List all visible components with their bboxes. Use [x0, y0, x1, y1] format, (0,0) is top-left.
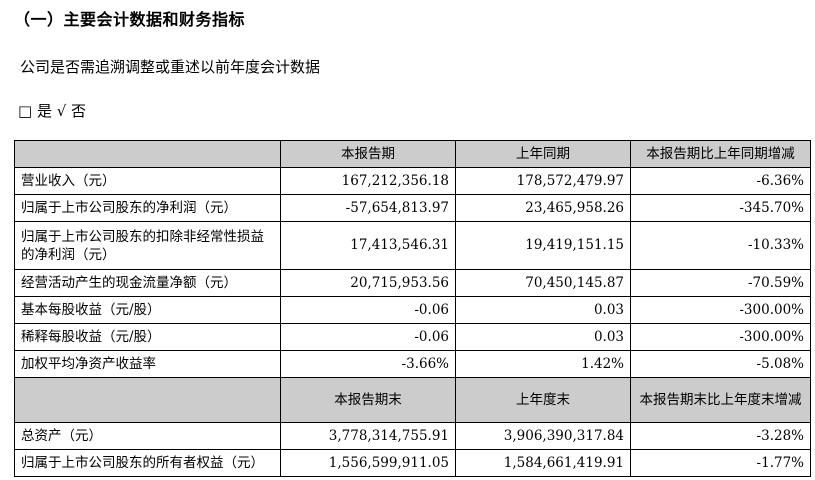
prior-year-end-value: 3,906,390,317.84 — [455, 422, 631, 450]
restate-question: 公司是否需追溯调整或重述以前年度会计数据 — [20, 58, 321, 76]
header-cell: 本报告期比上年同期增减 — [630, 140, 811, 168]
header-cell: 本报告期末 — [280, 377, 456, 423]
prior-period-value: 1.42% — [455, 350, 631, 378]
current-period-value: -0.06 — [280, 323, 456, 351]
current-period-value: -0.06 — [280, 296, 456, 324]
change-value: -3.28% — [630, 422, 811, 450]
header-cell: 本报告期末比上年度末增减 — [630, 377, 811, 423]
current-period-value: 17,413,546.31 — [280, 221, 456, 270]
header-cell: 上年同期 — [455, 140, 631, 168]
prior-period-value: 19,419,151.15 — [455, 221, 631, 270]
change-value: -5.08% — [630, 350, 811, 378]
row-label: 归属于上市公司股东的扣除非经常性损益的净利润（元） — [14, 221, 281, 270]
table-row: 基本每股收益（元/股） -0.06 0.03 -300.00% — [14, 296, 811, 324]
table-row: 经营活动产生的现金流量净额（元） 20,715,953.56 70,450,14… — [14, 269, 811, 297]
financial-data-table: 本报告期 上年同期 本报告期比上年同期增减 营业收入（元） 167,212,35… — [14, 140, 811, 477]
table-row: 营业收入（元） 167,212,356.18 178,572,479.97 -6… — [14, 167, 811, 195]
row-label: 经营活动产生的现金流量净额（元） — [14, 269, 281, 297]
prior-period-value: 0.03 — [455, 296, 631, 324]
header-cell: 上年度末 — [455, 377, 631, 423]
table-row: 归属于上市公司股东的净利润（元） -57,654,813.97 23,465,9… — [14, 194, 811, 222]
change-value: -345.70% — [630, 194, 811, 222]
table-row: 归属于上市公司股东的所有者权益（元） 1,556,599,911.05 1,58… — [14, 449, 811, 477]
prior-year-end-value: 1,584,661,419.91 — [455, 449, 631, 477]
current-period-value: -3.66% — [280, 350, 456, 378]
change-value: -1.77% — [630, 449, 811, 477]
row-label: 营业收入（元） — [14, 167, 281, 195]
current-period-value: -57,654,813.97 — [280, 194, 456, 222]
change-value: -300.00% — [630, 323, 811, 351]
table-row: 加权平均净资产收益率 -3.66% 1.42% -5.08% — [14, 350, 811, 378]
row-label: 稀释每股收益（元/股） — [14, 323, 281, 351]
table-header-row: 本报告期末 上年度末 本报告期末比上年度末增减 — [14, 377, 811, 423]
period-end-value: 1,556,599,911.05 — [280, 449, 456, 477]
prior-period-value: 70,450,145.87 — [455, 269, 631, 297]
header-cell — [14, 377, 281, 423]
section-title: （一）主要会计数据和财务指标 — [14, 10, 246, 29]
restate-options: □ 是 √ 否 — [18, 102, 87, 120]
header-cell — [14, 140, 281, 168]
table-row: 稀释每股收益（元/股） -0.06 0.03 -300.00% — [14, 323, 811, 351]
table-row: 总资产（元） 3,778,314,755.91 3,906,390,317.84… — [14, 422, 811, 450]
prior-period-value: 178,572,479.97 — [455, 167, 631, 195]
prior-period-value: 0.03 — [455, 323, 631, 351]
change-value: -300.00% — [630, 296, 811, 324]
change-value: -10.33% — [630, 221, 811, 270]
header-cell: 本报告期 — [280, 140, 456, 168]
row-label: 基本每股收益（元/股） — [14, 296, 281, 324]
table-row: 归属于上市公司股东的扣除非经常性损益的净利润（元） 17,413,546.31 … — [14, 221, 811, 270]
period-end-value: 3,778,314,755.91 — [280, 422, 456, 450]
table-header-row: 本报告期 上年同期 本报告期比上年同期增减 — [14, 140, 811, 168]
change-value: -6.36% — [630, 167, 811, 195]
row-label: 加权平均净资产收益率 — [14, 350, 281, 378]
change-value: -70.59% — [630, 269, 811, 297]
current-period-value: 167,212,356.18 — [280, 167, 456, 195]
row-label: 总资产（元） — [14, 422, 281, 450]
prior-period-value: 23,465,958.26 — [455, 194, 631, 222]
current-period-value: 20,715,953.56 — [280, 269, 456, 297]
row-label: 归属于上市公司股东的净利润（元） — [14, 194, 281, 222]
row-label: 归属于上市公司股东的所有者权益（元） — [14, 449, 281, 477]
